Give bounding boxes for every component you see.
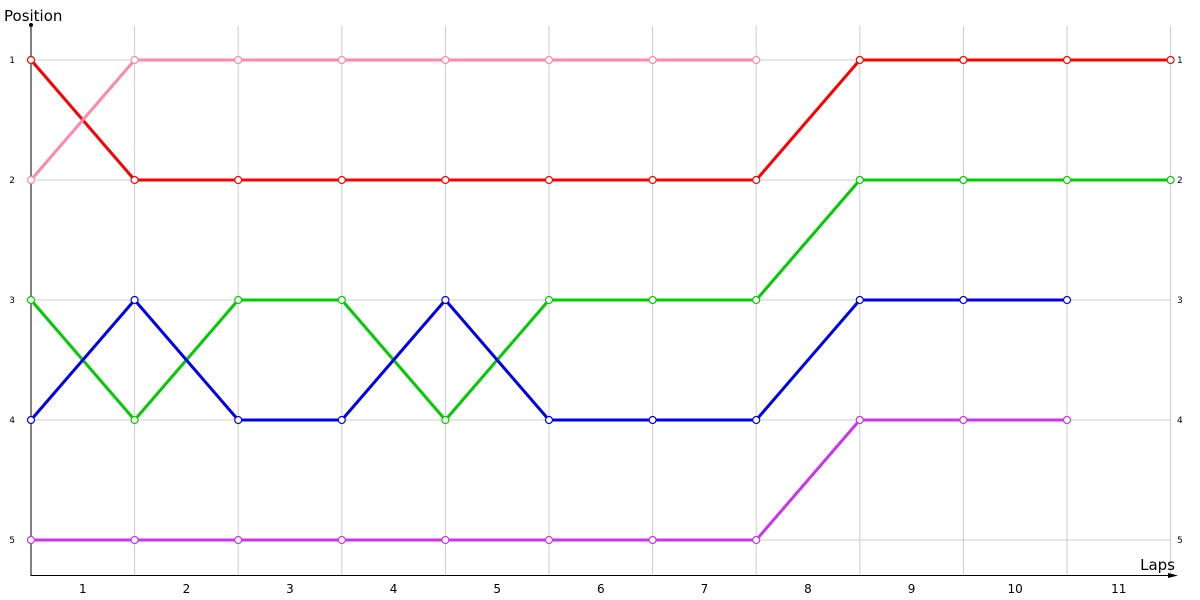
- y-tick-label-left: 1: [9, 56, 15, 66]
- data-point: [26, 415, 36, 425]
- data-point: [959, 55, 968, 65]
- data-point: [26, 175, 36, 185]
- data-point: [855, 295, 864, 305]
- series-3: [26, 175, 1175, 425]
- data-point: [855, 415, 864, 425]
- x-tick-label: 7: [701, 582, 709, 596]
- x-tick-label: 6: [597, 582, 605, 596]
- data-point: [234, 175, 243, 185]
- data-point: [855, 175, 864, 185]
- x-tick-label: 2: [183, 582, 191, 596]
- data-point: [337, 415, 346, 425]
- data-point: [130, 175, 139, 185]
- x-tick-label: 9: [908, 582, 916, 596]
- x-tick-label: 8: [804, 582, 812, 596]
- data-point: [441, 55, 450, 65]
- y-tick-label-right: 4: [1177, 416, 1183, 426]
- data-point: [337, 295, 346, 305]
- x-axis-arrow: [1168, 573, 1178, 578]
- data-point: [648, 415, 657, 425]
- data-point: [544, 175, 554, 185]
- data-point: [648, 295, 657, 305]
- data-point: [544, 295, 554, 305]
- data-point: [1062, 55, 1072, 65]
- series-4: [26, 295, 1072, 425]
- data-point: [234, 415, 243, 425]
- data-point: [855, 55, 864, 65]
- data-point: [130, 55, 139, 65]
- data-point: [441, 295, 450, 305]
- data-point: [1166, 175, 1175, 185]
- x-tick-label: 1: [79, 582, 87, 596]
- data-point: [1062, 415, 1072, 425]
- data-point: [234, 55, 243, 65]
- data-point: [441, 175, 450, 185]
- data-point: [752, 295, 761, 305]
- data-point: [130, 295, 139, 305]
- data-point: [337, 55, 346, 65]
- series-line: [29, 178, 1171, 422]
- y-tick-label-right: 2: [1177, 176, 1183, 186]
- y-tick-label-left: 2: [9, 176, 15, 186]
- y-tick-label-right: 5: [1177, 536, 1183, 546]
- data-point: [1062, 295, 1072, 305]
- tick-labels: 1 12 23 34 45 51 2 3 4 5 6 7 8 9 10 11: [9, 56, 1183, 596]
- data-point: [648, 55, 657, 65]
- y-axis-arrow: [29, 23, 33, 27]
- data-point: [752, 175, 761, 185]
- series-5: [26, 415, 1072, 545]
- data-point: [752, 55, 761, 65]
- data-point: [337, 535, 346, 545]
- data-point: [26, 535, 36, 545]
- data-point: [234, 535, 243, 545]
- data-point: [26, 55, 36, 65]
- series-line: [29, 58, 757, 181]
- data-point: [544, 55, 554, 65]
- data-point: [1166, 55, 1175, 65]
- series-2: [26, 55, 761, 185]
- series: [26, 55, 1175, 545]
- data-point: [959, 415, 968, 425]
- x-tick-label: 3: [286, 582, 294, 596]
- data-point: [441, 535, 450, 545]
- data-point: [648, 175, 657, 185]
- axes: Position Laps: [4, 7, 1178, 578]
- data-point: [337, 175, 346, 185]
- data-point: [959, 295, 968, 305]
- series-line: [29, 58, 1171, 182]
- data-point: [648, 535, 657, 545]
- y-axis-title: Position: [4, 7, 62, 25]
- x-tick-label: 4: [390, 582, 398, 596]
- y-tick-label-left: 5: [9, 536, 15, 546]
- y-tick-label-left: 4: [9, 416, 15, 426]
- y-tick-label-right: 1: [1177, 56, 1183, 66]
- data-point: [26, 295, 36, 305]
- data-point: [959, 175, 968, 185]
- y-tick-label-right: 3: [1177, 296, 1183, 306]
- data-point: [544, 415, 554, 425]
- series-1: [26, 55, 1175, 185]
- x-tick-label: 5: [493, 582, 501, 596]
- x-tick-label: 10: [1008, 582, 1023, 596]
- y-tick-label-left: 3: [9, 296, 15, 306]
- data-point: [544, 535, 554, 545]
- data-point: [234, 295, 243, 305]
- data-point: [752, 415, 761, 425]
- data-point: [752, 535, 761, 545]
- x-tick-label: 11: [1111, 582, 1126, 596]
- x-axis-title: Laps: [1140, 556, 1175, 574]
- data-point: [130, 535, 139, 545]
- data-point: [441, 415, 450, 425]
- data-point: [130, 415, 139, 425]
- data-point: [1062, 175, 1072, 185]
